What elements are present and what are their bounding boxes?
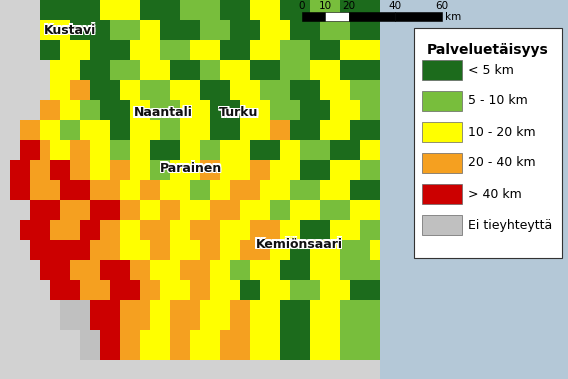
Text: Kustavi: Kustavi: [45, 22, 97, 35]
Bar: [302, 12, 325, 21]
Text: Naantali: Naantali: [132, 105, 191, 118]
Text: Kemiönsaari: Kemiönsaari: [254, 238, 341, 251]
Text: 10: 10: [319, 1, 332, 11]
Text: Turku: Turku: [219, 106, 258, 119]
Text: Turku: Turku: [219, 105, 258, 118]
Text: Palveluetäisyys: Palveluetäisyys: [427, 43, 549, 57]
Text: Kemiönsaari: Kemiönsaari: [256, 236, 343, 249]
Text: Parainen: Parainen: [158, 161, 221, 174]
Text: Parainen: Parainen: [161, 163, 223, 176]
Bar: [414, 28, 562, 258]
Text: Kustavi: Kustavi: [45, 25, 97, 38]
Text: Parainen: Parainen: [160, 163, 222, 176]
Text: Kustavi: Kustavi: [44, 22, 96, 35]
Text: Parainen: Parainen: [158, 160, 221, 173]
Text: Naantali: Naantali: [135, 108, 194, 121]
Text: 5 - 10 km: 5 - 10 km: [468, 94, 528, 108]
Text: Kustavi: Kustavi: [43, 23, 95, 36]
Text: 40: 40: [389, 1, 402, 11]
Text: Turku: Turku: [220, 106, 260, 119]
Text: Turku: Turku: [218, 108, 257, 121]
Text: Kemiönsaari: Kemiönsaari: [257, 236, 344, 249]
Text: 10 - 20 km: 10 - 20 km: [468, 125, 536, 138]
Text: Parainen: Parainen: [161, 160, 223, 173]
Text: 60: 60: [436, 1, 449, 11]
Text: 20: 20: [342, 1, 355, 11]
Text: Naantali: Naantali: [132, 106, 191, 119]
Text: Kemiönsaari: Kemiönsaari: [256, 238, 343, 251]
Text: Kustavi: Kustavi: [44, 25, 96, 38]
Bar: [422, 60, 462, 80]
Text: Turku: Turku: [218, 105, 257, 118]
Text: Turku: Turku: [218, 106, 257, 119]
Bar: [349, 12, 395, 21]
Text: Ei tieyhteyttä: Ei tieyhteyttä: [468, 219, 552, 232]
Text: km: km: [445, 11, 461, 22]
Text: Kemiönsaari: Kemiönsaari: [254, 239, 341, 252]
Text: Naantali: Naantali: [135, 106, 194, 119]
Bar: [422, 91, 462, 111]
Text: Kemiönsaari: Kemiönsaari: [257, 239, 344, 252]
Text: Turku: Turku: [220, 108, 260, 121]
Text: Turku: Turku: [219, 108, 258, 121]
Text: Naantali: Naantali: [133, 108, 193, 121]
Bar: [395, 12, 442, 21]
Text: Parainen: Parainen: [161, 161, 223, 174]
Bar: [325, 12, 349, 21]
Text: 20 - 40 km: 20 - 40 km: [468, 157, 536, 169]
Text: Kustavi: Kustavi: [44, 23, 96, 36]
Text: Parainen: Parainen: [158, 163, 221, 176]
Text: < 5 km: < 5 km: [468, 64, 514, 77]
Bar: [422, 184, 462, 204]
Text: 0: 0: [299, 1, 305, 11]
Text: Naantali: Naantali: [132, 108, 191, 121]
Text: Naantali: Naantali: [135, 105, 194, 118]
Text: Kustavi: Kustavi: [43, 22, 95, 35]
Text: Kemiönsaari: Kemiönsaari: [256, 239, 343, 252]
Text: Naantali: Naantali: [133, 105, 193, 118]
Text: Kemiönsaari: Kemiönsaari: [257, 238, 344, 251]
Bar: [422, 153, 462, 173]
Text: Parainen: Parainen: [160, 161, 222, 174]
Text: Naantali: Naantali: [133, 106, 193, 119]
Text: Parainen: Parainen: [160, 160, 222, 173]
Text: Turku: Turku: [220, 105, 260, 118]
Text: > 40 km: > 40 km: [468, 188, 522, 200]
Bar: [422, 215, 462, 235]
Text: Kustavi: Kustavi: [45, 23, 97, 36]
Text: Kustavi: Kustavi: [43, 25, 95, 38]
Bar: [422, 122, 462, 142]
Text: Kemiönsaari: Kemiönsaari: [254, 236, 341, 249]
